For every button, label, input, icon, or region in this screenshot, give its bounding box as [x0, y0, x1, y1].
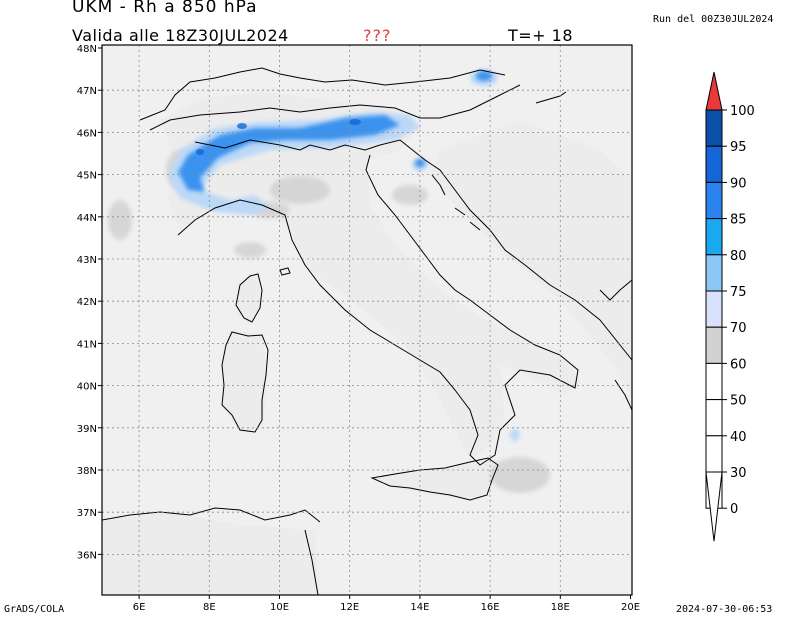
lon-label: 18E — [551, 602, 570, 613]
colorbar-label: 70 — [730, 321, 747, 336]
lon-label: 10E — [270, 602, 289, 613]
colorbar-swatch — [705, 181, 723, 220]
unknown-marker: ??? — [363, 26, 392, 45]
lat-label: 45N — [77, 171, 97, 182]
valid-time-label: Valida alle 18Z30JUL2024 — [72, 26, 289, 45]
lat-label: 42N — [77, 297, 97, 308]
chart-title: UKM - Rh a 850 hPa — [72, 0, 258, 17]
lat-label: 48N — [77, 44, 97, 55]
colorbar: 100 95 90 85 80 75 70 60 50 40 30 0 — [705, 71, 755, 542]
lon-label: 6E — [133, 602, 146, 613]
lat-label: 38N — [77, 466, 97, 477]
colorbar-swatch — [705, 435, 723, 473]
colorbar-bottom-arrow — [705, 471, 723, 542]
colorbar-label: 75 — [730, 285, 747, 300]
lat-label: 44N — [77, 213, 97, 224]
sicily-land — [372, 460, 498, 500]
italy-land — [160, 92, 580, 460]
colorbar-swatch — [705, 326, 723, 364]
lat-label: 37N — [77, 508, 97, 519]
lead-time-label: T=+ 18 — [508, 26, 574, 45]
colorbar-swatch — [705, 399, 723, 437]
colorbar-swatch — [705, 254, 723, 292]
map-frame — [101, 44, 633, 596]
colorbar-label: 95 — [730, 140, 747, 155]
lat-label: 43N — [77, 255, 97, 266]
graticule — [102, 45, 632, 595]
colorbar-swatch — [705, 362, 723, 401]
colorbar-label: 40 — [730, 430, 747, 445]
lat-label: 41N — [77, 339, 97, 350]
colorbar-swatch — [705, 290, 723, 328]
lon-label: 16E — [481, 602, 500, 613]
lon-label: 20E — [621, 602, 640, 613]
lon-label: 12E — [340, 602, 359, 613]
corsica-land — [236, 272, 262, 325]
lat-label: 47N — [77, 86, 97, 97]
colorbar-label: 60 — [730, 357, 747, 372]
balkans-land — [430, 120, 632, 400]
lat-label: 46N — [77, 128, 97, 139]
generation-timestamp: 2024-07-30-06:53 — [676, 604, 773, 615]
colorbar-label: 100 — [730, 104, 755, 119]
sardinia-land — [222, 330, 268, 430]
tunisia-land — [102, 512, 320, 595]
colorbar-swatch — [705, 109, 723, 147]
colorbar-label: 50 — [730, 394, 747, 409]
colorbar-label: 90 — [730, 176, 747, 191]
colorbar-label: 30 — [730, 466, 747, 481]
lon-label: 14E — [410, 602, 429, 613]
software-credit: GrADS/COLA — [4, 604, 65, 615]
colorbar-swatch — [705, 218, 723, 256]
run-label: Run del 00Z30JUL2024 — [653, 14, 774, 25]
colorbar-top-arrow — [705, 71, 723, 111]
colorbar-label: 0 — [730, 502, 738, 517]
lat-label: 39N — [77, 424, 97, 435]
lat-label: 40N — [77, 382, 97, 393]
colorbar-swatch — [705, 145, 723, 183]
colorbar-label: 80 — [730, 249, 747, 264]
lon-label: 8E — [203, 602, 216, 613]
colorbar-label: 85 — [730, 213, 747, 228]
lat-label: 36N — [77, 550, 97, 561]
